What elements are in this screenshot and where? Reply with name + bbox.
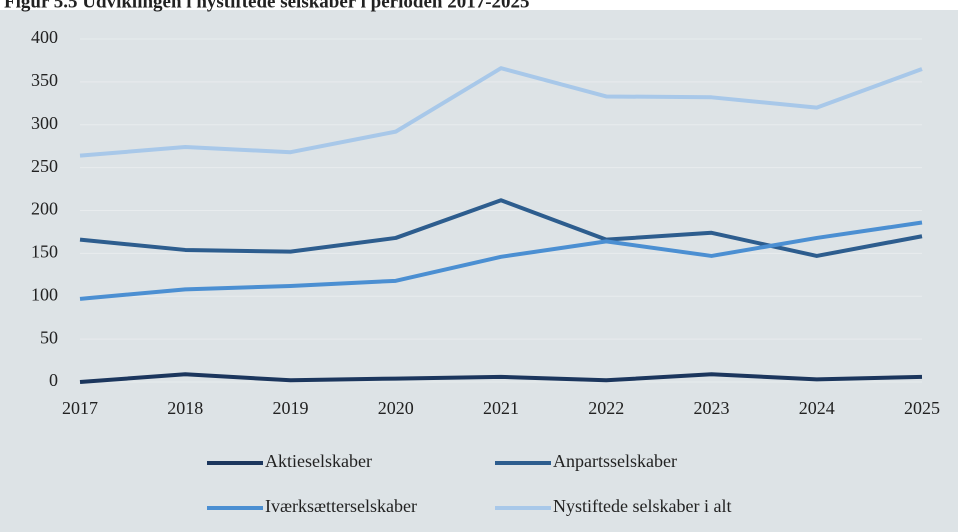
y-tick-label: 350: [31, 70, 58, 90]
legend-label: Iværksætterselskaber: [265, 496, 417, 516]
x-tick-label: 2019: [273, 398, 309, 418]
x-tick-label: 2022: [588, 398, 624, 418]
series-line: [79, 198, 923, 258]
x-tick-label: 2025: [904, 398, 940, 418]
y-tick-label: 50: [40, 327, 58, 347]
y-tick-label: 0: [49, 370, 58, 390]
y-tick-label: 250: [31, 156, 58, 176]
x-tick-label: 2024: [799, 398, 835, 418]
y-tick-label: 100: [31, 284, 58, 304]
legend-label: Aktieselskaber: [265, 451, 372, 471]
x-tick-label: 2021: [483, 398, 519, 418]
chart-title: Figur 5.5 Udviklingen i nystiftede selsk…: [4, 0, 530, 12]
chart-background: [0, 10, 958, 532]
series-line: [79, 66, 923, 158]
legend-label: Nystiftede selskaber i alt: [553, 496, 731, 516]
x-tick-label: 2023: [694, 398, 730, 418]
x-tick-label: 2017: [62, 398, 98, 418]
legend-label: Anpartsselskaber: [553, 451, 677, 471]
x-tick-label: 2020: [378, 398, 414, 418]
series-line: [79, 372, 923, 384]
y-tick-label: 150: [31, 242, 58, 262]
y-tick-label: 400: [31, 27, 58, 47]
x-tick-label: 2018: [167, 398, 203, 418]
y-tick-label: 200: [31, 199, 58, 219]
series-line: [79, 220, 923, 301]
y-tick-label: 300: [31, 113, 58, 133]
